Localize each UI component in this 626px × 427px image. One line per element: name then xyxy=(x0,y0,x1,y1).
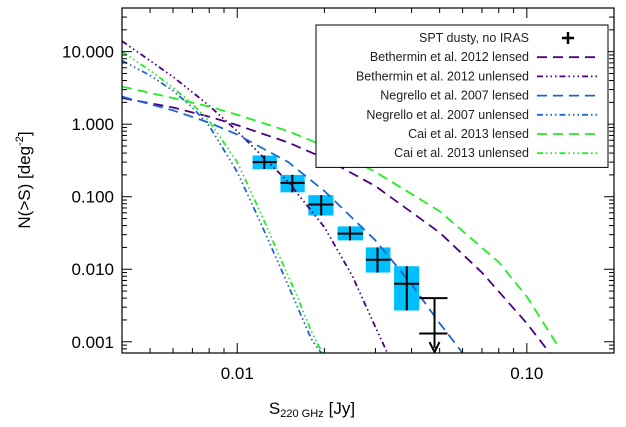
axis-ticks: 0.01 0.10 0.001 0.010 0.100 1.000 10.000 xyxy=(62,7,615,383)
y-tick-label: 0.010 xyxy=(71,260,114,279)
series-line xyxy=(122,40,389,353)
legend-label: Negrello et al. 2007 unlensed xyxy=(366,108,529,122)
data-points xyxy=(252,155,448,353)
legend-label: Bethermin et al. 2012 unlensed xyxy=(356,69,529,83)
legend: SPT dusty, no IRAS Bethermin et al. 2012 … xyxy=(315,24,609,168)
y-axis-title: N(>S) [deg-2] xyxy=(14,131,34,228)
error-boxes xyxy=(252,155,420,311)
legend-label: Cai et al. 2013 unlensed xyxy=(394,146,529,160)
upper-limit-arrow xyxy=(428,341,441,353)
plot-frame xyxy=(121,7,615,354)
legend-label: Cai et al. 2013 lensed xyxy=(408,127,529,141)
legend-label: Negrello et al. 2007 lensed xyxy=(380,89,529,103)
x-axis-title: S220 GHz [Jy] xyxy=(269,399,355,420)
y-tick-label: 1.000 xyxy=(71,115,114,134)
y-tick-label: 0.100 xyxy=(71,188,114,207)
series-line xyxy=(122,59,322,353)
series-line xyxy=(122,50,324,353)
x-tick-label: 0.10 xyxy=(510,364,543,383)
legend-label: Bethermin et al. 2012 lensed xyxy=(370,50,529,64)
x-tick-label: 0.01 xyxy=(221,364,254,383)
series-line xyxy=(122,95,464,353)
y-tick-label: 0.001 xyxy=(71,333,114,352)
y-tick-label: 10.000 xyxy=(62,43,114,62)
legend-label: SPT dusty, no IRAS xyxy=(419,31,529,45)
